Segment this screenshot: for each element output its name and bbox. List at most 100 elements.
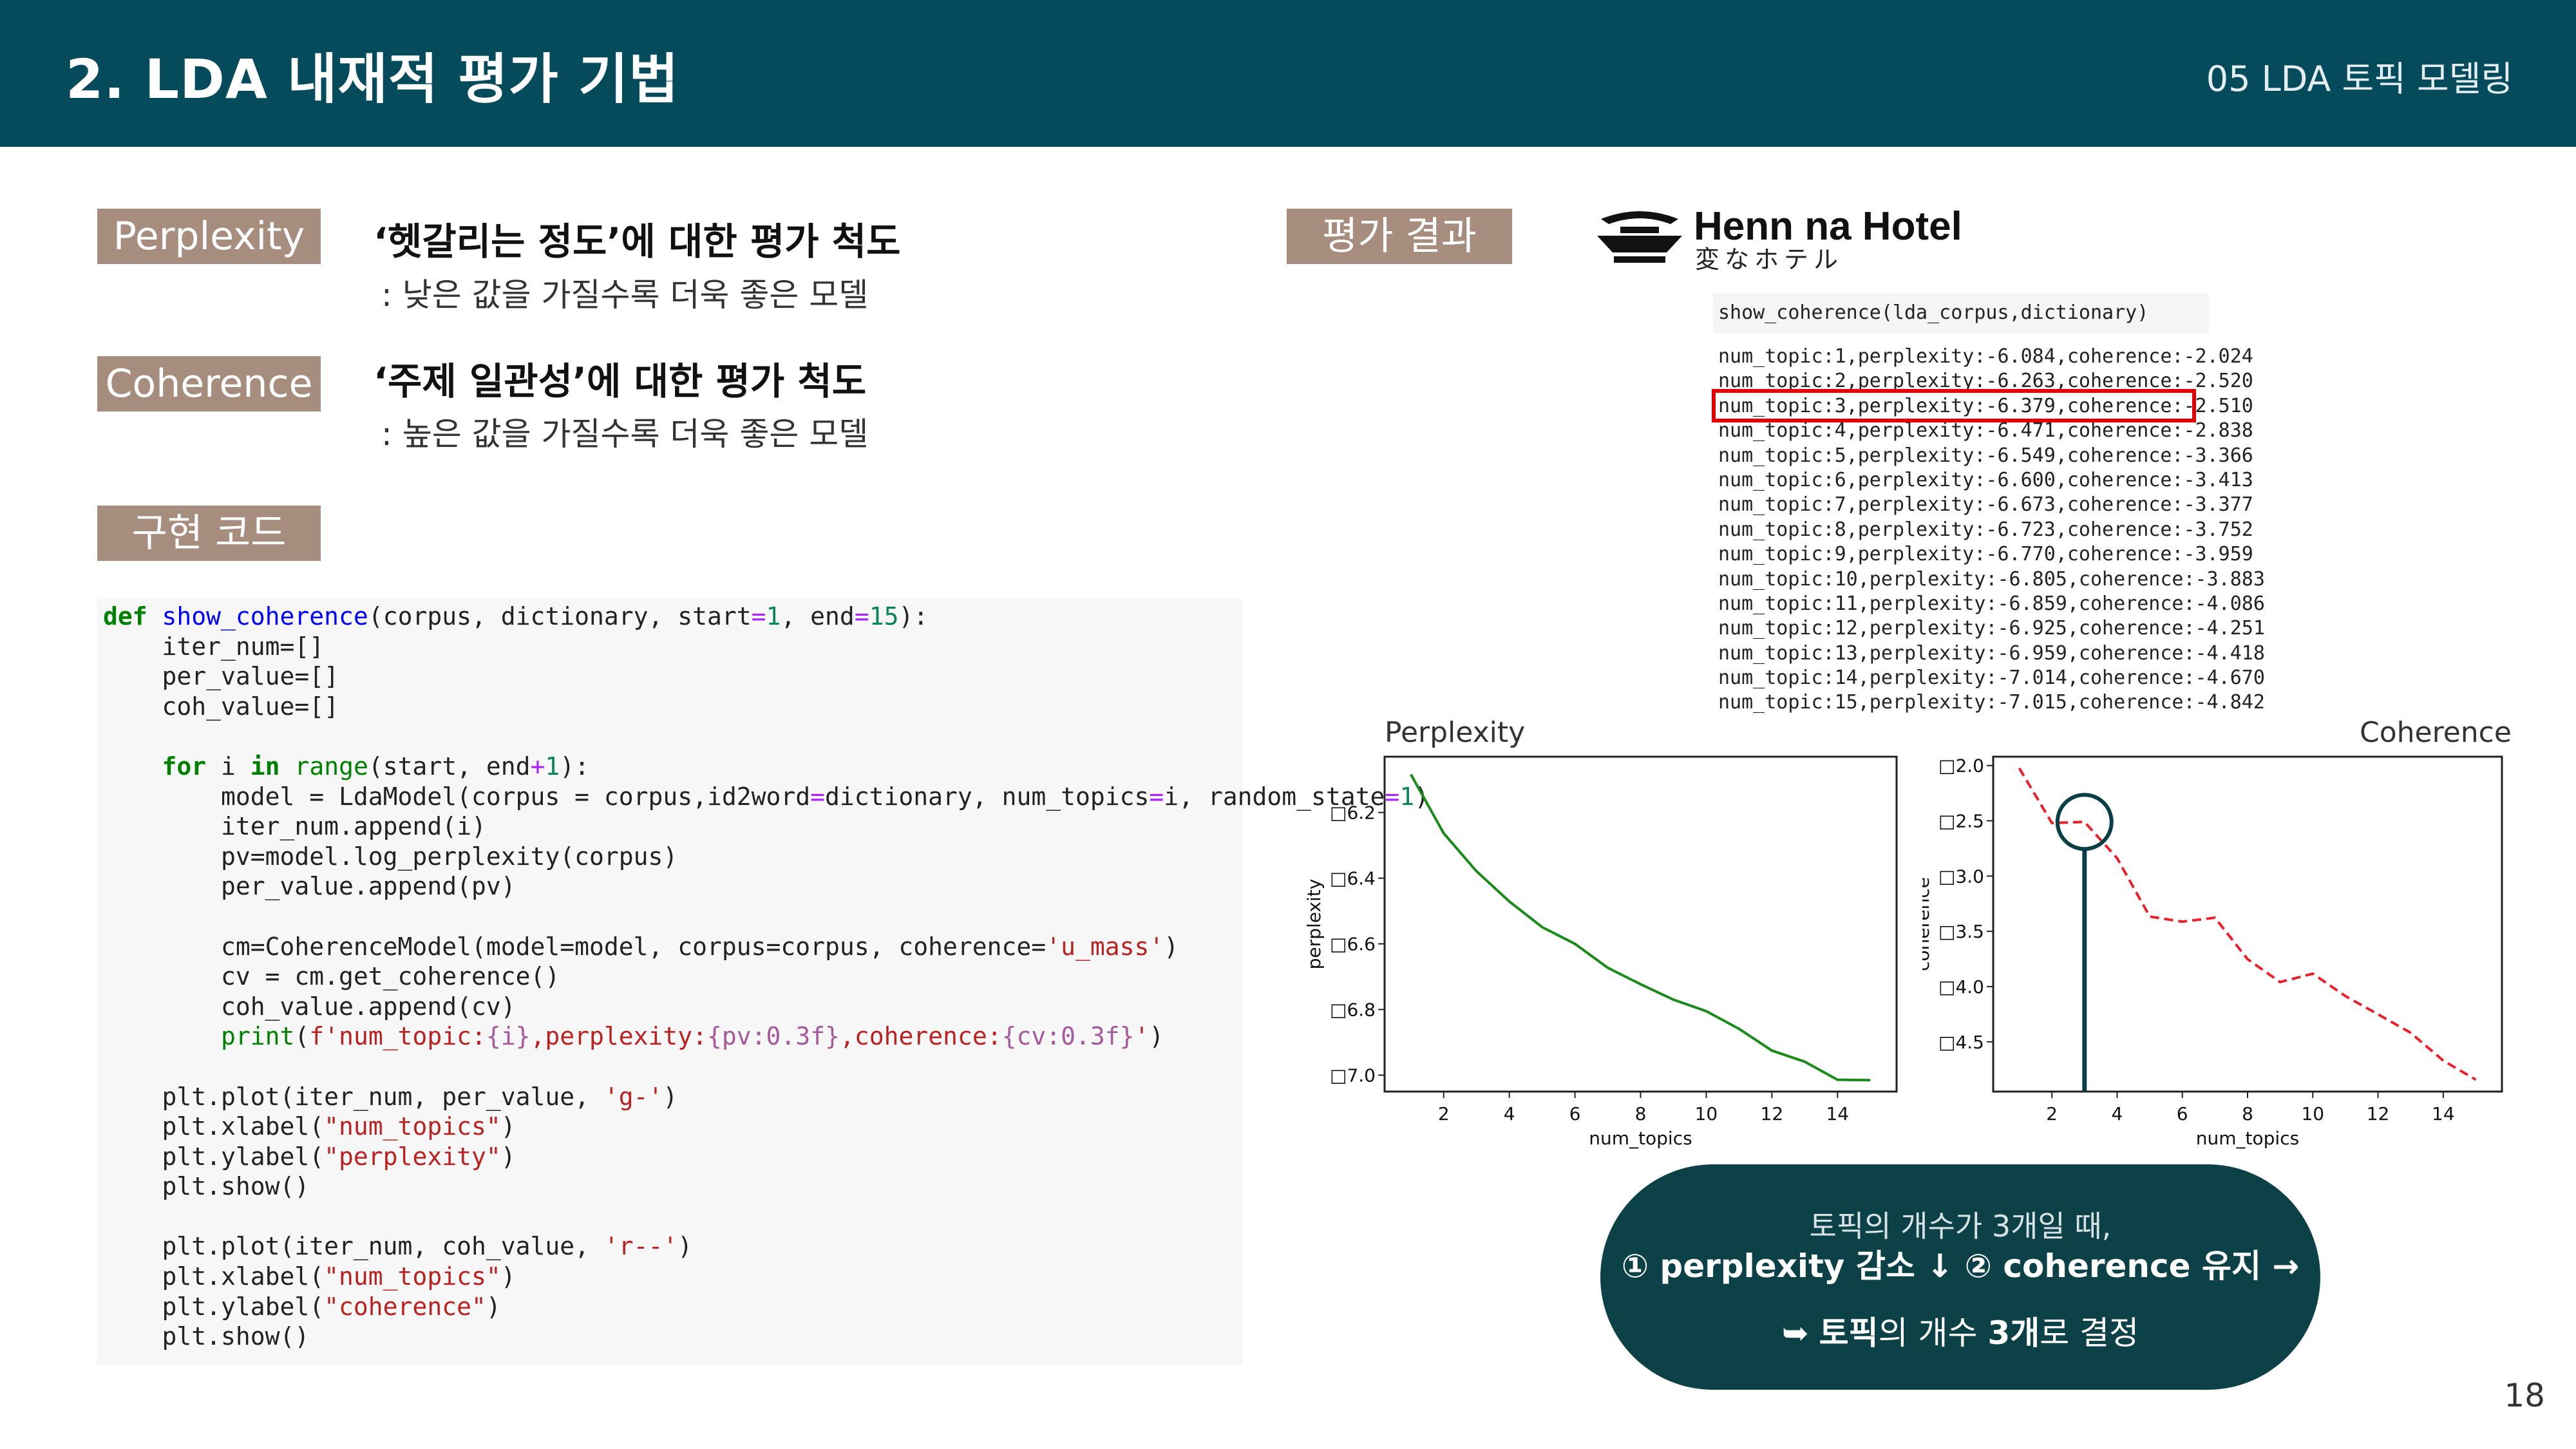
x-tick-label: 4 [2112,1103,2123,1124]
console-line: num_topic:14,perplexity:-7.014,coherence… [1718,667,2265,690]
coherence-label: Coherence [97,356,321,412]
code-line: plt.plot(iter_num, coh_value, 'r--') [103,1232,693,1261]
plot-frame [1383,755,1898,1093]
console-line: num_topic:2,perplexity:-6.263,coherence:… [1718,370,2253,393]
code-line: cv = cm.get_coherence() [103,962,560,991]
perplexity-chart-title: Perplexity [1385,716,1526,749]
code-label: 구현 코드 [97,506,321,561]
x-axis-label: num_topics [2196,1128,2299,1149]
code-line: per_value.append(pv) [103,872,516,901]
plot-frame [1992,755,2503,1093]
x-tick-label: 4 [1504,1103,1515,1124]
perplexity-title: ‘헷갈리는 정도’에 대한 평가 척도 [374,220,901,263]
console-line: num_topic:10,perplexity:-6.805,coherence… [1718,567,2265,591]
code-line: coh_value=[] [103,692,339,721]
code-line: coh_value.append(cv) [103,992,516,1021]
hotel-name-jp: 変なホテル [1695,245,1844,274]
x-tick-label: 12 [2367,1103,2390,1124]
x-tick-label: 6 [1569,1103,1581,1124]
y-tick-label: □2.5 [1938,811,1984,832]
x-tick-label: 2 [2046,1103,2058,1124]
y-tick-label: □4.5 [1938,1032,1984,1053]
code-line: cm=CoherenceModel(model=model, corpus=co… [103,932,1179,961]
code-line: plt.xlabel("num_topics") [103,1112,516,1141]
y-tick-label: □6.4 [1330,868,1376,889]
code-line: for i in range(start, end+1): [103,752,590,781]
perplexity-label: Perplexity [97,209,321,264]
results-label: 평가 결과 [1287,209,1512,264]
code-line: plt.show() [103,1322,310,1351]
coherence-chart-title: Coherence [2360,716,2512,749]
console-lines: num_topic:1,perplexity:-6.084,coherence:… [1718,345,2265,715]
console-line: num_topic:12,perplexity:-6.925,coherence… [1718,617,2265,640]
x-tick-label: 2 [1438,1103,1450,1124]
callout-line-3: ➥ 토픽의 개수 3개로 결정 [1781,1314,2139,1352]
y-tick-label: □4.0 [1938,976,1984,998]
code-line [103,1052,1243,1082]
y-axis-label: perplexity [1303,879,1325,970]
code-line: iter_num=[] [103,632,325,661]
code-line [103,721,1243,752]
perplexity-desc: : 낮은 값을 가질수록 더욱 좋은 모델 [381,276,869,314]
code-line: iter_num.append(i) [103,812,486,841]
perplexity-chart: 2 4 6 8 10 12 14 □6.2 □6.4 □6.6 □6.8 □7.0 num_topics… [1303,755,1898,1149]
highlight-box [1712,389,2196,422]
section-label: 05 LDA 토픽 모델링 [2206,59,2513,99]
y-tick-label: □6.6 [1330,934,1376,955]
y-tick-label: □3.5 [1938,921,1984,942]
y-axis-label: coherence [1922,877,1933,971]
console-line: num_topic:11,perplexity:-6.859,coherence… [1718,592,2265,615]
console-line: num_topic:4,perplexity:-6.471,coherence:… [1718,419,2253,442]
console-line: num_topic:3,perplexity:-6.379,coherence:… [1718,394,2253,417]
x-tick-label: 14 [2432,1103,2455,1124]
header-bar: 2. LDA 내재적 평가 기법 05 LDA 토픽 모델링 [0,0,2576,147]
callout-line-1: 토픽의 개수가 3개일 때, [1809,1209,2112,1244]
x-tick-label: 10 [1695,1103,1718,1124]
console-line: num_topic:13,perplexity:-6.959,coherence… [1718,641,2265,665]
console-output: show_coherence(lda_corpus,dictionary) nu… [1713,293,2265,718]
y-tick-label: □3.0 [1938,866,1984,887]
y-tick-label: □2.0 [1938,755,1984,777]
x-tick-label: 12 [1761,1103,1784,1124]
code-line [103,1202,1243,1232]
code-line: plt.plot(iter_num, per_value, 'g-') [103,1082,678,1111]
x-tick-label: 14 [1826,1103,1849,1124]
code-line [103,902,1243,932]
x-axis-label: num_topics [1589,1128,1692,1149]
console-line: num_topic:6,perplexity:-6.600,coherence:… [1718,468,2253,491]
code-block: def show_coherence(corpus, dictionary, s… [97,599,1430,1365]
console-command: show_coherence(lda_corpus,dictionary) [1713,293,2209,333]
hotel-name: Henn na Hotel [1694,204,1962,249]
console-line: num_topic:8,perplexity:-6.723,coherence:… [1718,518,2253,541]
code-line: plt.xlabel("num_topics") [103,1262,516,1291]
x-tick-label: 6 [2177,1103,2188,1124]
console-line: num_topic:9,perplexity:-6.770,coherence:… [1718,543,2253,566]
callout-line-2: ① perplexity 감소 ↓ ② coherence 유지 → [1621,1247,2300,1285]
coherence-chart: 2 4 6 8 10 12 14 □2.0 □2.5 □3.0 □3.5 □4.0 □4.5 num_to… [1922,755,2503,1149]
code-line: plt.show() [103,1172,310,1201]
console-line: num_topic:15,perplexity:-7.015,coherence… [1718,691,2265,714]
console-line: num_topic:1,perplexity:-6.084,coherence:… [1718,345,2253,368]
page-title: 2. LDA 내재적 평가 기법 [66,48,679,111]
coherence-desc: : 높은 값을 가질수록 더욱 좋은 모델 [381,415,869,453]
x-tick-label: 8 [1635,1103,1647,1124]
y-tick-label: □6.8 [1330,999,1376,1021]
x-tick-label: 8 [2242,1103,2253,1124]
code-line: plt.ylabel("perplexity") [103,1142,516,1171]
code-line: def show_coherence(corpus, dictionary, s… [103,602,929,630]
code-line: per_value=[] [103,662,339,691]
console-line: num_topic:7,perplexity:-6.673,coherence:… [1718,493,2253,516]
code-line: print(f'num_topic:{i},perplexity:{pv:0.3… [103,1022,1164,1051]
coherence-title: ‘주제 일관성’에 대한 평가 척도 [374,359,867,403]
code-line: pv=model.log_perplexity(corpus) [103,842,678,871]
console-line: num_topic:5,perplexity:-6.549,coherence:… [1718,444,2253,467]
y-tick-label: □6.2 [1330,802,1376,824]
x-tick-label: 10 [2301,1103,2324,1124]
y-tick-label: □7.0 [1330,1065,1376,1086]
conclusion-callout: 토픽의 개수가 3개일 때, ① perplexity 감소 ↓ ② coher… [1600,1164,2320,1390]
page-number: 18 [2504,1377,2545,1414]
code-line: model = LdaModel(corpus = corpus,id2word… [103,782,1430,811]
hotel-logo-icon [1597,211,1682,263]
series-line [1410,773,1871,1082]
series-line [2018,767,2477,1081]
